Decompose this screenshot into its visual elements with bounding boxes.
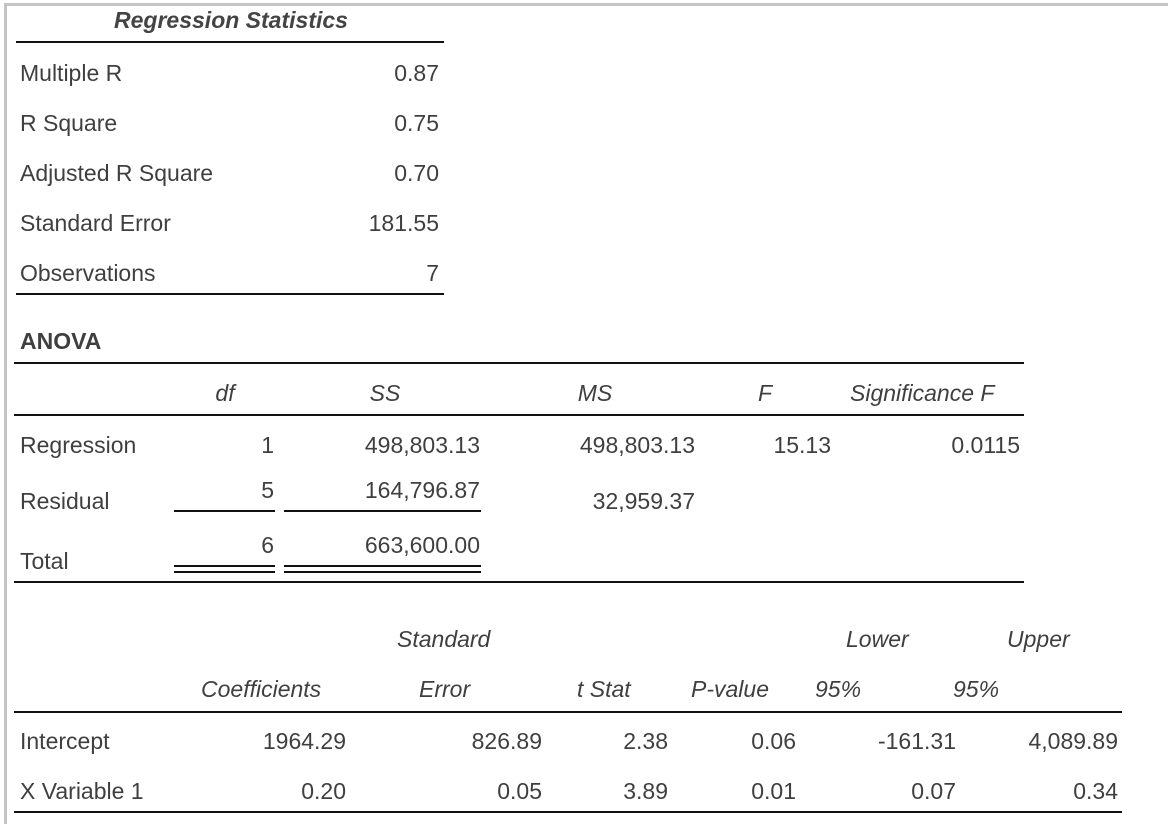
cell-p-value: 0.06 bbox=[751, 728, 796, 754]
row-label: X Variable 1 bbox=[20, 778, 144, 804]
row-label: Regression bbox=[20, 432, 137, 458]
cell-coefficient: 0.20 bbox=[301, 778, 346, 804]
stat-label: R Square bbox=[20, 110, 118, 136]
cell-upper-95: 0.34 bbox=[1073, 778, 1118, 804]
cell-ss: 498,803.13 bbox=[364, 432, 480, 458]
row-label: Residual bbox=[20, 488, 110, 514]
col-header-p-value: P-value bbox=[691, 676, 769, 702]
divider bbox=[14, 811, 1122, 813]
cell-f: 15.13 bbox=[773, 432, 831, 458]
cell-ms: 498,803.13 bbox=[579, 432, 695, 458]
stat-label: Adjusted R Square bbox=[20, 160, 214, 186]
col-header-t-stat: t Stat bbox=[577, 676, 631, 702]
regression-statistics-title: Regression Statistics bbox=[114, 7, 348, 33]
divider bbox=[16, 41, 444, 43]
stat-value: 181.55 bbox=[368, 210, 439, 236]
col-header-df: df bbox=[215, 380, 235, 406]
underline bbox=[174, 510, 275, 512]
cell-df: 5 bbox=[261, 477, 274, 503]
col-header-lower-95: 95% bbox=[815, 676, 862, 702]
row-label: Total bbox=[20, 548, 69, 574]
cell-t-stat: 3.89 bbox=[623, 778, 668, 804]
divider bbox=[14, 581, 1024, 583]
double-underline bbox=[284, 571, 481, 573]
cell-standard-error: 826.89 bbox=[471, 728, 542, 754]
col-header-coefficients: Coefficients bbox=[201, 676, 322, 702]
divider bbox=[16, 293, 444, 295]
cell-df: 6 bbox=[261, 532, 274, 558]
cell-p-value: 0.01 bbox=[751, 778, 796, 804]
col-header-lower: Lower bbox=[846, 626, 909, 652]
underline bbox=[284, 510, 481, 512]
cell-df: 1 bbox=[261, 432, 274, 458]
cell-upper-95: 4,089.89 bbox=[1028, 728, 1118, 754]
stat-label: Standard Error bbox=[20, 210, 171, 236]
anova-title: ANOVA bbox=[20, 328, 102, 354]
col-header-upper: Upper bbox=[1007, 626, 1070, 652]
cell-lower-95: -161.31 bbox=[877, 728, 956, 754]
col-header-f: F bbox=[757, 380, 773, 406]
double-underline bbox=[174, 565, 275, 567]
cell-coefficient: 1964.29 bbox=[262, 728, 346, 754]
stat-label: Observations bbox=[20, 260, 156, 286]
double-underline bbox=[174, 571, 275, 573]
double-underline bbox=[284, 565, 481, 567]
stat-value: 7 bbox=[426, 260, 439, 286]
row-label: Intercept bbox=[20, 728, 110, 754]
col-header-ms: MS bbox=[577, 380, 613, 406]
col-header-ss: SS bbox=[369, 380, 401, 406]
cell-ss: 663,600.00 bbox=[364, 532, 480, 558]
divider bbox=[14, 414, 1024, 416]
divider bbox=[14, 362, 1024, 364]
cell-significance-f: 0.0115 bbox=[951, 432, 1020, 458]
cell-standard-error: 0.05 bbox=[497, 778, 542, 804]
col-header-error: Error bbox=[419, 676, 471, 702]
cell-lower-95: 0.07 bbox=[911, 778, 956, 804]
stat-value: 0.87 bbox=[394, 60, 439, 86]
stat-label: Multiple R bbox=[20, 60, 123, 86]
stat-value: 0.75 bbox=[394, 110, 439, 136]
col-header-standard: Standard bbox=[397, 626, 491, 652]
cell-ss: 164,796.87 bbox=[364, 477, 480, 503]
col-header-upper-95: 95% bbox=[953, 676, 1000, 702]
divider bbox=[14, 711, 1122, 713]
cell-t-stat: 2.38 bbox=[623, 728, 668, 754]
stat-value: 0.70 bbox=[394, 160, 439, 186]
cell-ms: 32,959.37 bbox=[592, 488, 695, 514]
document-frame bbox=[4, 3, 1168, 824]
col-header-significance-f: Significance F bbox=[850, 380, 995, 406]
